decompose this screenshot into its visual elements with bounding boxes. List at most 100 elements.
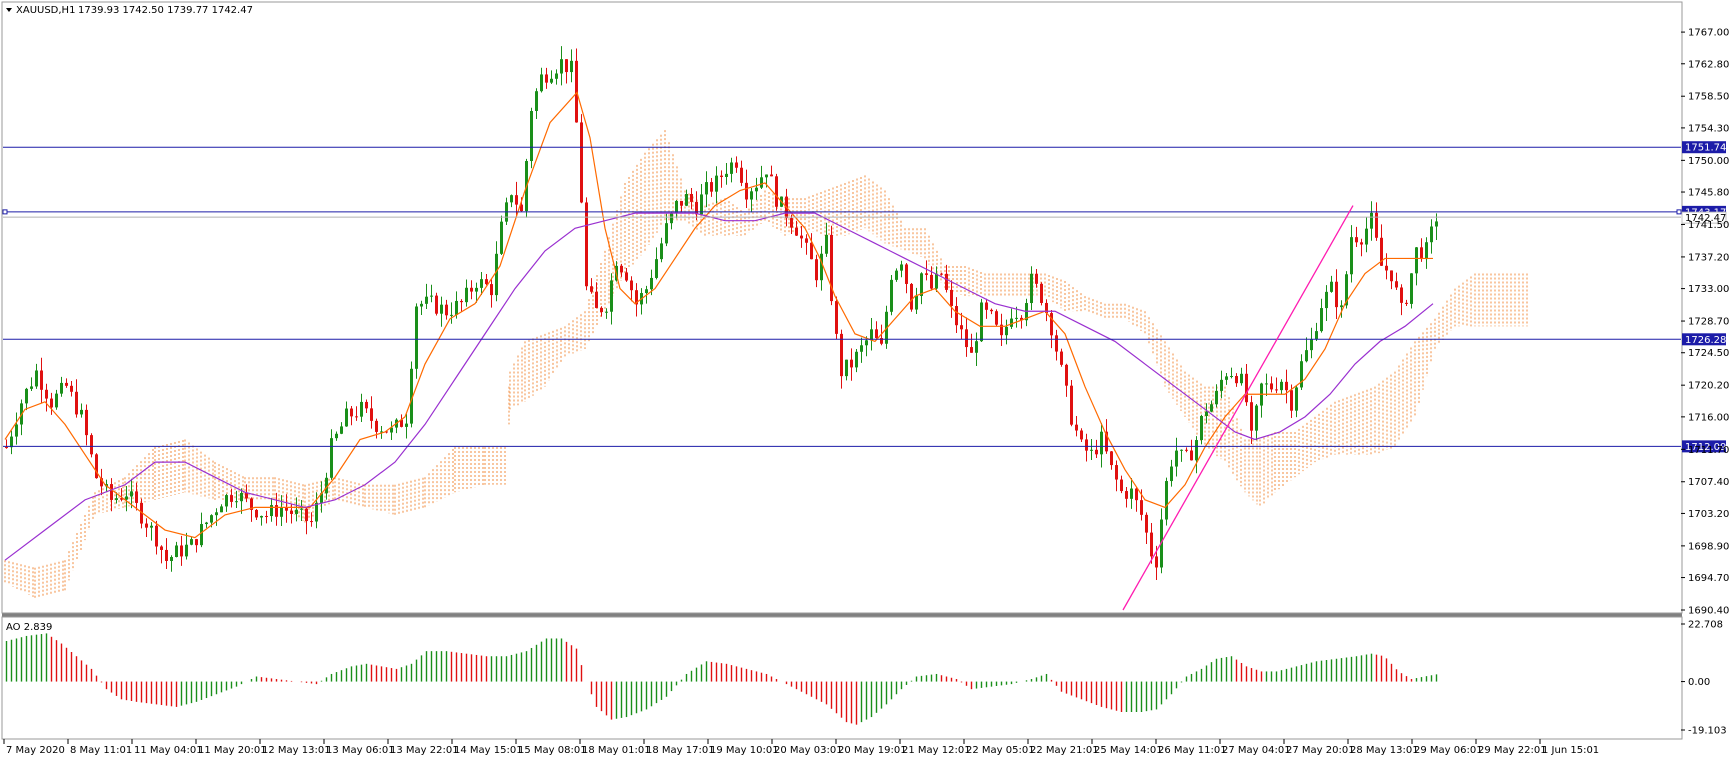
candle-body xyxy=(1325,291,1328,309)
candle-body xyxy=(950,289,953,307)
candle-body xyxy=(1365,228,1368,245)
candle-body xyxy=(630,280,633,291)
time-tick-label: 20 May 19:01 xyxy=(838,745,907,756)
candle-body xyxy=(1270,383,1273,390)
candle-body xyxy=(750,191,753,200)
candle-body xyxy=(915,295,918,310)
candle-body xyxy=(65,382,68,386)
current-price-label: 1742.47 xyxy=(1685,213,1726,224)
candle-body xyxy=(1040,283,1043,303)
candle-body xyxy=(1435,221,1438,227)
candle-body xyxy=(890,279,893,312)
candle-body xyxy=(1180,449,1183,451)
level-handle-left[interactable] xyxy=(2,209,8,215)
candle-body xyxy=(690,193,693,202)
candle-body xyxy=(1010,318,1013,327)
time-tick-label: 11 May 20:01 xyxy=(198,745,267,756)
candle-body xyxy=(1105,431,1108,452)
candle-body xyxy=(1055,335,1058,352)
candle-body xyxy=(1310,339,1313,351)
ao-tick-label: 22.708 xyxy=(1688,620,1723,631)
candle-body xyxy=(975,341,978,353)
candle-body xyxy=(680,200,683,206)
candle-body xyxy=(1370,212,1373,229)
candle-body xyxy=(560,59,563,74)
candle-body xyxy=(210,515,213,523)
candle-body xyxy=(1320,308,1323,332)
candle-body xyxy=(645,289,648,294)
candle-body xyxy=(1095,449,1098,455)
candle-body xyxy=(865,340,868,346)
level-price-tag xyxy=(1682,333,1726,346)
level-price-tag xyxy=(1682,141,1726,154)
candle-body xyxy=(460,300,463,303)
candle-body xyxy=(10,436,13,448)
level-handle-right[interactable] xyxy=(1676,209,1682,215)
candle-body xyxy=(420,303,423,307)
candle-body xyxy=(500,221,503,254)
price-tick-label: 1733.00 xyxy=(1688,284,1729,295)
candle-body xyxy=(1060,351,1063,365)
candle-body xyxy=(1080,430,1083,440)
candle-body xyxy=(215,512,218,516)
price-tick-label: 1698.90 xyxy=(1688,541,1729,552)
candle-body xyxy=(1045,302,1048,314)
candle-body xyxy=(580,122,583,203)
candle-body xyxy=(1375,212,1378,238)
candle-body xyxy=(790,218,793,228)
time-tick-label: 19 May 10:01 xyxy=(710,745,779,756)
candle-body xyxy=(1335,281,1338,308)
ao-tick-label: 0.00 xyxy=(1688,677,1710,688)
candle-body xyxy=(1085,439,1088,451)
candle-body xyxy=(1050,313,1053,336)
candle-body xyxy=(190,539,193,545)
candle-body xyxy=(1175,450,1178,467)
candle-body xyxy=(40,370,43,390)
candle-body xyxy=(1210,404,1213,412)
candle-body xyxy=(1400,287,1403,303)
candle-body xyxy=(180,545,183,557)
candle-body xyxy=(145,523,148,528)
candle-body xyxy=(125,496,128,500)
candle-body xyxy=(1130,488,1133,499)
candle-body xyxy=(970,347,973,353)
candle-body xyxy=(860,345,863,352)
time-tick-label: 13 May 06:01 xyxy=(326,745,395,756)
collapse-triangle-icon[interactable] xyxy=(6,8,12,12)
moving-average-slow xyxy=(4,212,1434,561)
candle-body xyxy=(170,556,173,561)
candle-body xyxy=(1350,237,1353,275)
candle-body xyxy=(245,493,248,499)
trend-line[interactable] xyxy=(1122,205,1354,611)
candle-body xyxy=(1300,361,1303,388)
candle-body xyxy=(1120,479,1123,492)
candle-body xyxy=(1420,247,1423,260)
ao-label: AO 2.839 xyxy=(6,622,52,633)
candle-body xyxy=(650,277,653,290)
ao-panel[interactable]: 22.708 0.00 -19.103 AO 2.839 xyxy=(1,616,1727,740)
time-tick-label: 12 May 13:01 xyxy=(262,745,331,756)
price-tick-label: 1737.20 xyxy=(1688,252,1729,263)
candle-body xyxy=(710,182,713,192)
candle-body xyxy=(1155,556,1158,568)
candle-body xyxy=(1275,389,1278,391)
candle-body xyxy=(945,273,948,290)
candle-body xyxy=(820,253,823,281)
candle-body xyxy=(835,301,838,334)
candle-body xyxy=(400,419,403,427)
candle-body xyxy=(730,162,733,174)
candle-body xyxy=(1140,500,1143,515)
candle-body xyxy=(60,382,63,394)
candle-body xyxy=(5,447,8,449)
candle-body xyxy=(370,408,373,421)
time-tick-label: 18 May 01:01 xyxy=(582,745,651,756)
time-tick-label: 29 May 22:01 xyxy=(1478,745,1547,756)
candle-body xyxy=(1190,450,1193,461)
candle-body xyxy=(555,73,558,79)
candle-body xyxy=(1415,247,1418,274)
candle-body xyxy=(25,388,28,404)
price-tick-label: 1767.00 xyxy=(1688,28,1729,39)
